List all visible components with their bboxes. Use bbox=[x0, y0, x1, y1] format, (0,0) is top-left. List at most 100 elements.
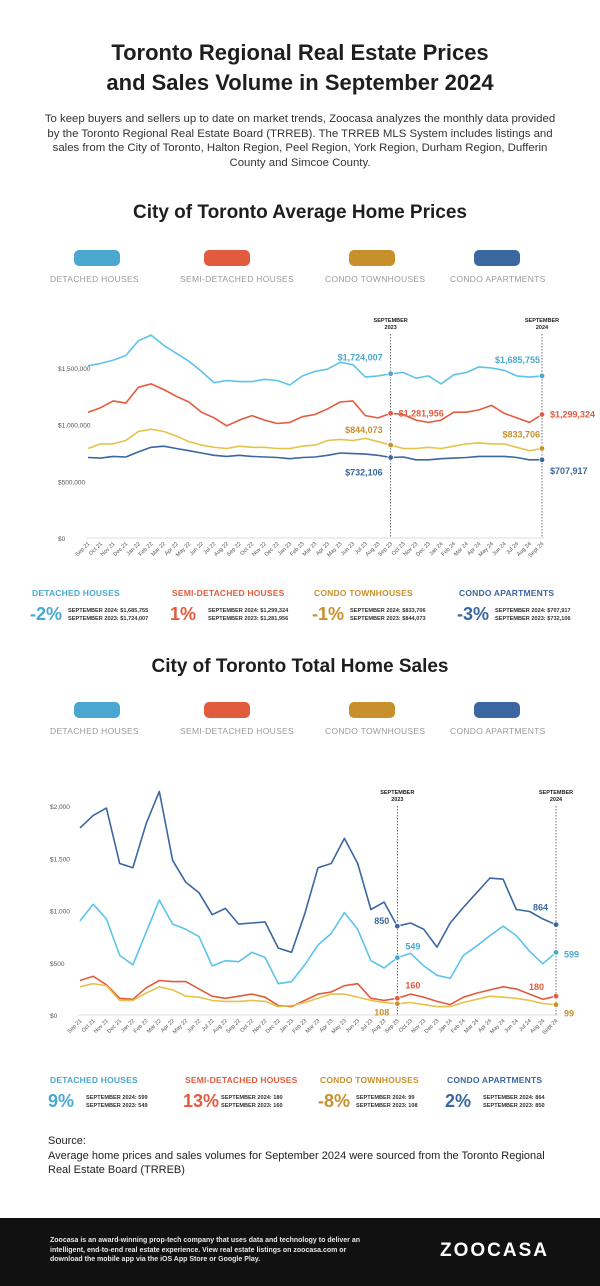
data-point bbox=[538, 445, 546, 452]
source-text: Average home prices and sales volumes fo… bbox=[48, 1149, 545, 1177]
y-tick-label: $1,500 bbox=[50, 856, 70, 863]
title-line-2: and Sales Volume in September 2024 bbox=[106, 70, 494, 95]
legend-item-detached: DETACHED HOUSES bbox=[50, 702, 180, 736]
data-label: 108 bbox=[374, 1008, 389, 1018]
data-label: 599 bbox=[564, 949, 579, 959]
marker-label: SEPTEMBER bbox=[374, 318, 408, 324]
data-label: 99 bbox=[564, 1009, 574, 1019]
legend-item-apartment: CONDO APARTMENTS bbox=[450, 250, 580, 284]
marker-label: 2024 bbox=[550, 797, 563, 803]
stat-detail: SEPTEMBER 2024: $833,706 SEPTEMBER 2023:… bbox=[350, 607, 426, 623]
x-tick-label: Jun 22 bbox=[189, 541, 205, 557]
stat-block: DETACHED HOUSES -2% SEPTEMBER 2024: $1,6… bbox=[30, 588, 172, 625]
stat-line-2024: SEPTEMBER 2024: 180 bbox=[221, 1094, 283, 1101]
sales-legend: DETACHED HOUSES SEMI-DETACHED HOUSES CON… bbox=[40, 702, 580, 742]
data-label: 850 bbox=[374, 916, 389, 926]
stat-line-2024: SEPTEMBER 2024: $1,299,324 bbox=[208, 607, 289, 614]
legend-swatch-semi bbox=[204, 250, 250, 266]
stat-category: CONDO TOWNHOUSES bbox=[314, 588, 413, 598]
legend-item-semi: SEMI-DETACHED HOUSES bbox=[180, 250, 310, 284]
data-point bbox=[387, 441, 394, 449]
data-label: $833,706 bbox=[502, 429, 540, 439]
x-tick-label: Sep 23 bbox=[384, 1018, 401, 1035]
data-point bbox=[394, 995, 401, 1002]
stat-percent-change: 2% bbox=[445, 1091, 472, 1111]
stat-line-2023: SEPTEMBER 2023: $1,724,007 bbox=[68, 615, 149, 622]
legend-item-townhouse: CONDO TOWNHOUSES bbox=[325, 250, 455, 284]
data-point bbox=[552, 1001, 560, 1008]
stat-block: SEMI-DETACHED HOUSES 13% SEPTEMBER 2024:… bbox=[183, 1075, 325, 1112]
legend-label-apartment: CONDO APARTMENTS bbox=[450, 274, 546, 284]
intro-text: To keep buyers and sellers up to date on… bbox=[44, 113, 556, 169]
stat-line-2024: SEPTEMBER 2024: 599 bbox=[86, 1094, 148, 1101]
stat-row: -1% SEPTEMBER 2024: $833,706 SEPTEMBER 2… bbox=[312, 604, 454, 625]
legend-item-detached: DETACHED HOUSES bbox=[50, 250, 180, 284]
data-label: $1,281,956 bbox=[399, 408, 444, 418]
legend-swatch-apartment bbox=[474, 250, 520, 266]
stat-detail: SEPTEMBER 2024: $1,685,755 SEPTEMBER 202… bbox=[68, 607, 148, 623]
stat-category: SEMI-DETACHED HOUSES bbox=[185, 1075, 298, 1085]
series-line bbox=[79, 899, 557, 985]
stat-detail: SEPTEMBER 2024: $707,917 SEPTEMBER 2023:… bbox=[495, 607, 571, 623]
data-point bbox=[394, 954, 401, 961]
stat-detail: SEPTEMBER 2024: 599 SEPTEMBER 2023: 549 bbox=[86, 1094, 148, 1110]
stat-line-2023: SEPTEMBER 2023: 160 bbox=[221, 1102, 283, 1109]
x-tick-label: Jun 22 bbox=[186, 1018, 202, 1034]
y-tick-label: $1,000,000 bbox=[58, 423, 91, 430]
data-point bbox=[394, 922, 401, 930]
data-point bbox=[552, 921, 560, 928]
x-tick-label: Sep 21 bbox=[75, 541, 92, 558]
y-tick-label: $1,500,000 bbox=[58, 366, 91, 373]
series-line bbox=[87, 383, 543, 427]
x-tick-label: Jun 23 bbox=[340, 541, 356, 557]
stat-row: 9% SEPTEMBER 2024: 599 SEPTEMBER 2023: 5… bbox=[48, 1091, 190, 1112]
data-label: $844,073 bbox=[345, 425, 383, 435]
data-point bbox=[387, 410, 394, 417]
footer-text: Zoocasa is an award-winning prop-tech co… bbox=[50, 1237, 360, 1263]
series-line bbox=[79, 975, 557, 1008]
y-tick-label: $500,000 bbox=[58, 479, 85, 486]
marker-label: 2024 bbox=[536, 325, 549, 331]
x-tick-label: Mar 22 bbox=[151, 541, 168, 558]
data-label: 180 bbox=[529, 982, 544, 992]
legend-swatch-detached bbox=[74, 702, 120, 718]
legend-label-townhouse: CONDO TOWNHOUSES bbox=[325, 726, 426, 736]
source-heading: Source: bbox=[48, 1135, 86, 1147]
stat-detail: SEPTEMBER 2024: $1,299,324 SEPTEMBER 202… bbox=[208, 607, 288, 623]
stat-block: CONDO APARTMENTS 2% SEPTEMBER 2024: 864 … bbox=[445, 1075, 587, 1112]
data-point bbox=[538, 456, 546, 463]
legend-swatch-detached bbox=[74, 250, 120, 266]
legend-label-semi: SEMI-DETACHED HOUSES bbox=[180, 274, 294, 284]
stat-line-2024: SEPTEMBER 2024: $707,917 bbox=[495, 607, 571, 614]
stat-line-2024: SEPTEMBER 2024: 864 bbox=[483, 1094, 545, 1101]
marker-label: 2023 bbox=[385, 325, 397, 331]
x-tick-label: Sep 23 bbox=[377, 541, 394, 558]
x-tick-label: May 24 bbox=[489, 1018, 506, 1035]
data-label: 549 bbox=[405, 942, 420, 952]
stat-detail: SEPTEMBER 2024: 180 SEPTEMBER 2023: 160 bbox=[221, 1094, 283, 1110]
stat-block: CONDO TOWNHOUSES -1% SEPTEMBER 2024: $83… bbox=[312, 588, 454, 625]
legend-label-apartment: CONDO APARTMENTS bbox=[450, 726, 546, 736]
y-tick-label: $0 bbox=[50, 1013, 58, 1020]
stat-line-2024: SEPTEMBER 2024: $1,685,755 bbox=[68, 607, 149, 614]
stat-category: DETACHED HOUSES bbox=[50, 1075, 138, 1085]
series-line bbox=[87, 334, 543, 386]
footer: Zoocasa is an award-winning prop-tech co… bbox=[0, 1218, 600, 1286]
data-point bbox=[387, 370, 394, 377]
title-line-1: Toronto Regional Real Estate Prices bbox=[111, 40, 489, 65]
stat-category: CONDO TOWNHOUSES bbox=[320, 1075, 419, 1085]
stat-line-2024: SEPTEMBER 2024: 99 bbox=[356, 1094, 415, 1101]
stat-block: DETACHED HOUSES 9% SEPTEMBER 2024: 599 S… bbox=[48, 1075, 190, 1112]
data-label: $1,685,755 bbox=[495, 355, 540, 365]
x-tick-label: Jun 24 bbox=[504, 1018, 520, 1034]
source-note: Source: Average home prices and sales vo… bbox=[48, 1134, 568, 1178]
stat-percent-change: 9% bbox=[48, 1091, 75, 1111]
data-point bbox=[538, 372, 546, 380]
x-tick-label: Sep 21 bbox=[67, 1018, 84, 1035]
stat-block: SEMI-DETACHED HOUSES 1% SEPTEMBER 2024: … bbox=[170, 588, 312, 625]
stat-row: 2% SEPTEMBER 2024: 864 SEPTEMBER 2023: 8… bbox=[445, 1091, 587, 1112]
x-tick-label: Dec 22 bbox=[265, 1018, 282, 1035]
y-tick-label: $1,000 bbox=[50, 909, 70, 916]
series-line bbox=[79, 790, 557, 954]
prices-section-title: City of Toronto Average Home Prices bbox=[133, 202, 467, 223]
